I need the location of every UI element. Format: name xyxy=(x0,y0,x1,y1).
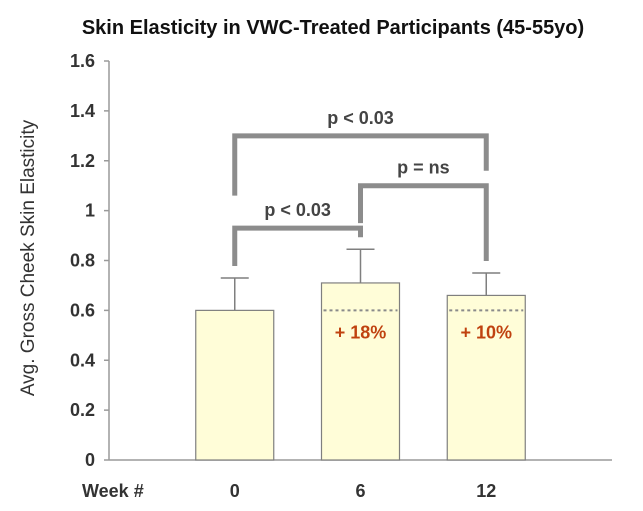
bar xyxy=(320,282,401,461)
significance-label: p < 0.03 xyxy=(264,200,331,220)
y-tick-label: 1.2 xyxy=(70,151,95,171)
significance-label: p = ns xyxy=(397,158,450,178)
y-tick-label: 1.4 xyxy=(70,101,95,121)
y-tick-label: 1 xyxy=(85,201,95,221)
x-tick-label: 12 xyxy=(476,481,496,501)
significance-bracket xyxy=(358,183,489,261)
y-tick-label: 1.6 xyxy=(70,51,95,71)
y-tick-label: 0.2 xyxy=(70,400,95,420)
plot-area: 0 0.2 0.4 0.6 0.8 1 1.2 1.4 1.6 0 + 18% 6 + 10% 12 p <… xyxy=(70,51,612,501)
significance-bracket xyxy=(232,133,489,196)
y-axis-label: Avg. Gross Cheek Skin Elasticity xyxy=(18,119,39,396)
x-axis-label: Week # xyxy=(82,481,144,501)
significance-label: p < 0.03 xyxy=(327,108,394,128)
bar xyxy=(195,309,275,461)
y-tick-label: 0 xyxy=(85,450,95,470)
significance-bracket xyxy=(232,225,363,266)
bar xyxy=(446,294,526,461)
change-label: + 10% xyxy=(460,322,512,342)
x-tick-label: 0 xyxy=(230,481,240,501)
chart-title: Skin Elasticity in VWC-Treated Participa… xyxy=(82,17,584,39)
x-tick-label: 6 xyxy=(355,481,365,501)
y-tick-label: 0.4 xyxy=(70,350,95,370)
y-tick-label: 0.6 xyxy=(70,300,95,320)
change-label: + 18% xyxy=(335,322,387,342)
y-tick-label: 0.8 xyxy=(70,251,95,271)
